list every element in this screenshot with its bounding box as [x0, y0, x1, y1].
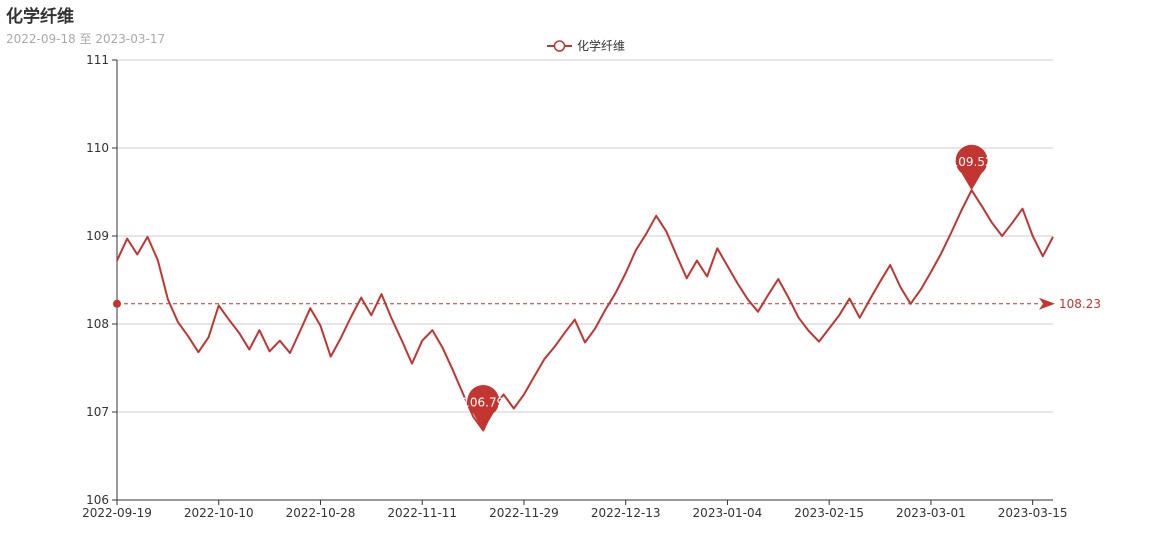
x-tick-label: 2022-10-10: [184, 506, 254, 520]
x-tick-label: 2023-02-15: [794, 506, 864, 520]
average-line-arrow: [1039, 297, 1055, 310]
average-line-label: 108.23: [1059, 297, 1101, 311]
series-line: [116, 189, 1054, 432]
y-tick-label: 106: [86, 493, 109, 507]
y-tick-label: 110: [86, 141, 109, 155]
average-line-start-dot: [113, 299, 121, 308]
x-tick-label: 2022-11-29: [489, 506, 559, 520]
x-tick-label: 2022-12-13: [591, 506, 661, 520]
legend-label: 化学纤维: [577, 39, 626, 53]
min-mark-pin: [467, 384, 500, 431]
max-mark-pin: [955, 144, 988, 191]
legend-line-circle-icon: [547, 39, 572, 52]
y-tick-label: 107: [86, 405, 109, 419]
legend-item-series[interactable]: 化学纤维: [547, 37, 625, 54]
chart-title: 化学纤维: [6, 7, 74, 27]
x-tick-label: 2023-03-01: [896, 506, 966, 520]
x-tick-label: 2022-11-11: [387, 506, 457, 520]
x-tick-label: 2023-01-04: [693, 506, 763, 520]
y-tick-label: 108: [86, 317, 109, 331]
x-tick-label: 2022-10-28: [286, 506, 356, 520]
x-tick-label: 2022-09-19: [82, 506, 152, 520]
min-mark-label: 106.79: [462, 395, 504, 409]
max-mark-label: 109.52: [951, 155, 993, 169]
y-tick-label: 109: [86, 229, 109, 243]
y-tick-label: 111: [86, 53, 109, 67]
chart-subtitle: 2022-09-18 至 2023-03-17: [6, 32, 166, 46]
x-tick-label: 2023-03-15: [998, 506, 1068, 520]
